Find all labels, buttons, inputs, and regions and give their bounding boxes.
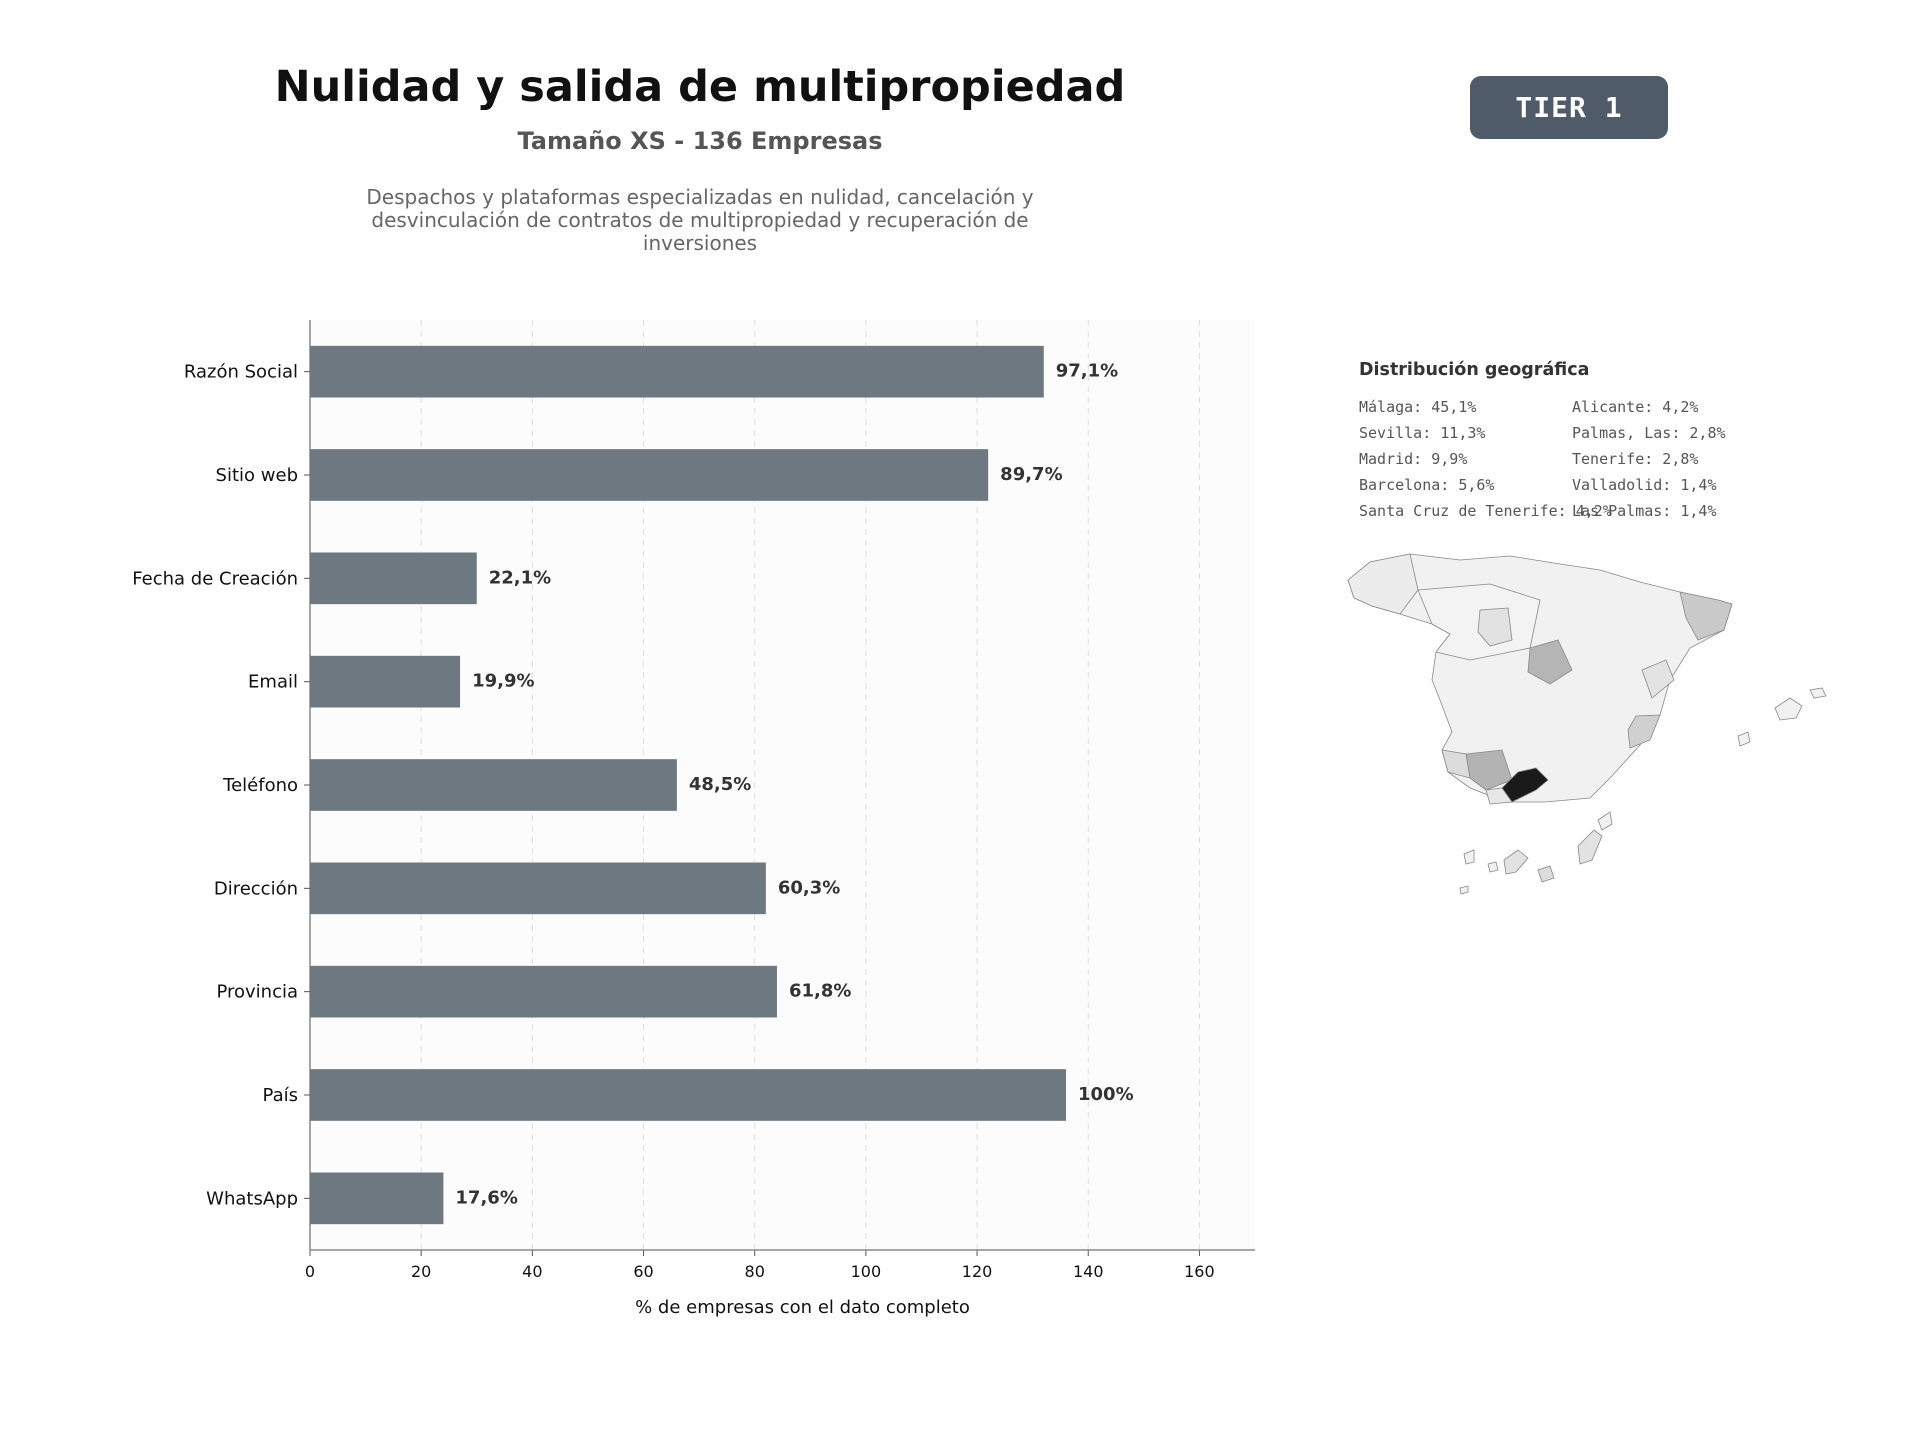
geo-item: Santa Cruz de Tenerife: 4,2% [1359,502,1612,520]
geo-item: Sevilla: 11,3% [1359,424,1486,442]
geo-item: Barcelona: 5,6% [1359,476,1495,494]
map-region-huelva [1441,749,1471,779]
category-label: Provincia [216,982,298,1003]
bar [310,1172,444,1225]
geo-distribution-title: Distribución geográfica [1359,360,1590,380]
x-tick-label: 140 [1073,1262,1104,1281]
data-label: 22,1% [489,567,551,588]
map-region-galicia [1347,553,1419,615]
map-canary-2 [1487,861,1499,873]
category-label: Teléfono [222,775,298,796]
data-label: 17,6% [455,1187,517,1208]
bar [310,655,461,708]
category-label: Fecha de Creación [132,568,298,589]
x-tick-label: 0 [305,1262,315,1281]
spain-map [1347,553,1827,895]
map-region-madrid [1527,639,1573,685]
map-canary-5 [1577,829,1603,865]
map-region-valladolid [1477,607,1513,647]
map-canary-7 [1459,885,1469,895]
bar [310,1069,1066,1121]
x-tick-label: 60 [633,1262,653,1281]
bar-chart: 0 20 40 60 80 100 120 140 160 Razón Social 97,1% Si… [132,320,1255,1318]
category-label: Sitio web [216,465,298,486]
map-canary-4 [1537,865,1555,883]
bar [310,965,777,1018]
map-canary-6 [1597,811,1613,831]
x-tick-label: 80 [745,1262,765,1281]
map-balearic-mallorca [1774,697,1803,721]
geo-item: Las Palmas: 1,4% [1572,502,1717,520]
data-label: 60,3% [778,877,840,898]
data-label: 97,1% [1056,361,1118,382]
map-region-valencia [1641,659,1675,699]
geo-item: Tenerife: 2,8% [1572,450,1699,468]
map-region-cadiz [1485,787,1513,805]
geo-item: Palmas, Las: 2,8% [1572,424,1726,442]
geo-item: Madrid: 9,9% [1359,450,1468,468]
geo-item: Alicante: 4,2% [1572,398,1699,416]
tier-badge: TIER 1 [1470,76,1668,139]
data-label: 19,9% [472,671,534,692]
geo-item: Málaga: 45,1% [1359,398,1477,416]
category-label: Razón Social [184,362,298,383]
map-balearic-menorca [1809,687,1827,699]
map-region-alicante [1627,714,1661,749]
data-label: 61,8% [789,981,851,1002]
data-label: 89,7% [1000,464,1062,485]
bar [310,862,766,915]
chart-description: Despachos y plataformas especializadas e… [366,185,1034,255]
data-label: 48,5% [689,774,751,795]
map-canary-3 [1503,849,1529,875]
category-label: País [263,1085,298,1106]
chart-title: Nulidad y salida de multipropiedad [274,62,1126,112]
x-tick-label: 100 [851,1262,882,1281]
x-tick-label: 120 [962,1262,993,1281]
category-label: Dirección [214,878,298,899]
bar [310,552,477,605]
category-label: Email [248,672,298,693]
map-canary-1 [1463,849,1475,865]
chart-subtitle: Tamaño XS - 136 Empresas [517,127,883,155]
bar [310,345,1044,398]
data-label: 100% [1078,1084,1134,1105]
x-axis-label: % de empresas con el dato completo [635,1297,970,1318]
category-label: WhatsApp [206,1188,298,1209]
bar [310,759,677,811]
geo-item: Valladolid: 1,4% [1572,476,1717,494]
x-tick-label: 160 [1184,1262,1215,1281]
x-tick-label: 20 [411,1262,431,1281]
bar [310,449,989,501]
map-balearic-ibiza [1737,731,1751,747]
map-region-barcelona [1679,591,1733,641]
x-tick-label: 40 [522,1262,542,1281]
